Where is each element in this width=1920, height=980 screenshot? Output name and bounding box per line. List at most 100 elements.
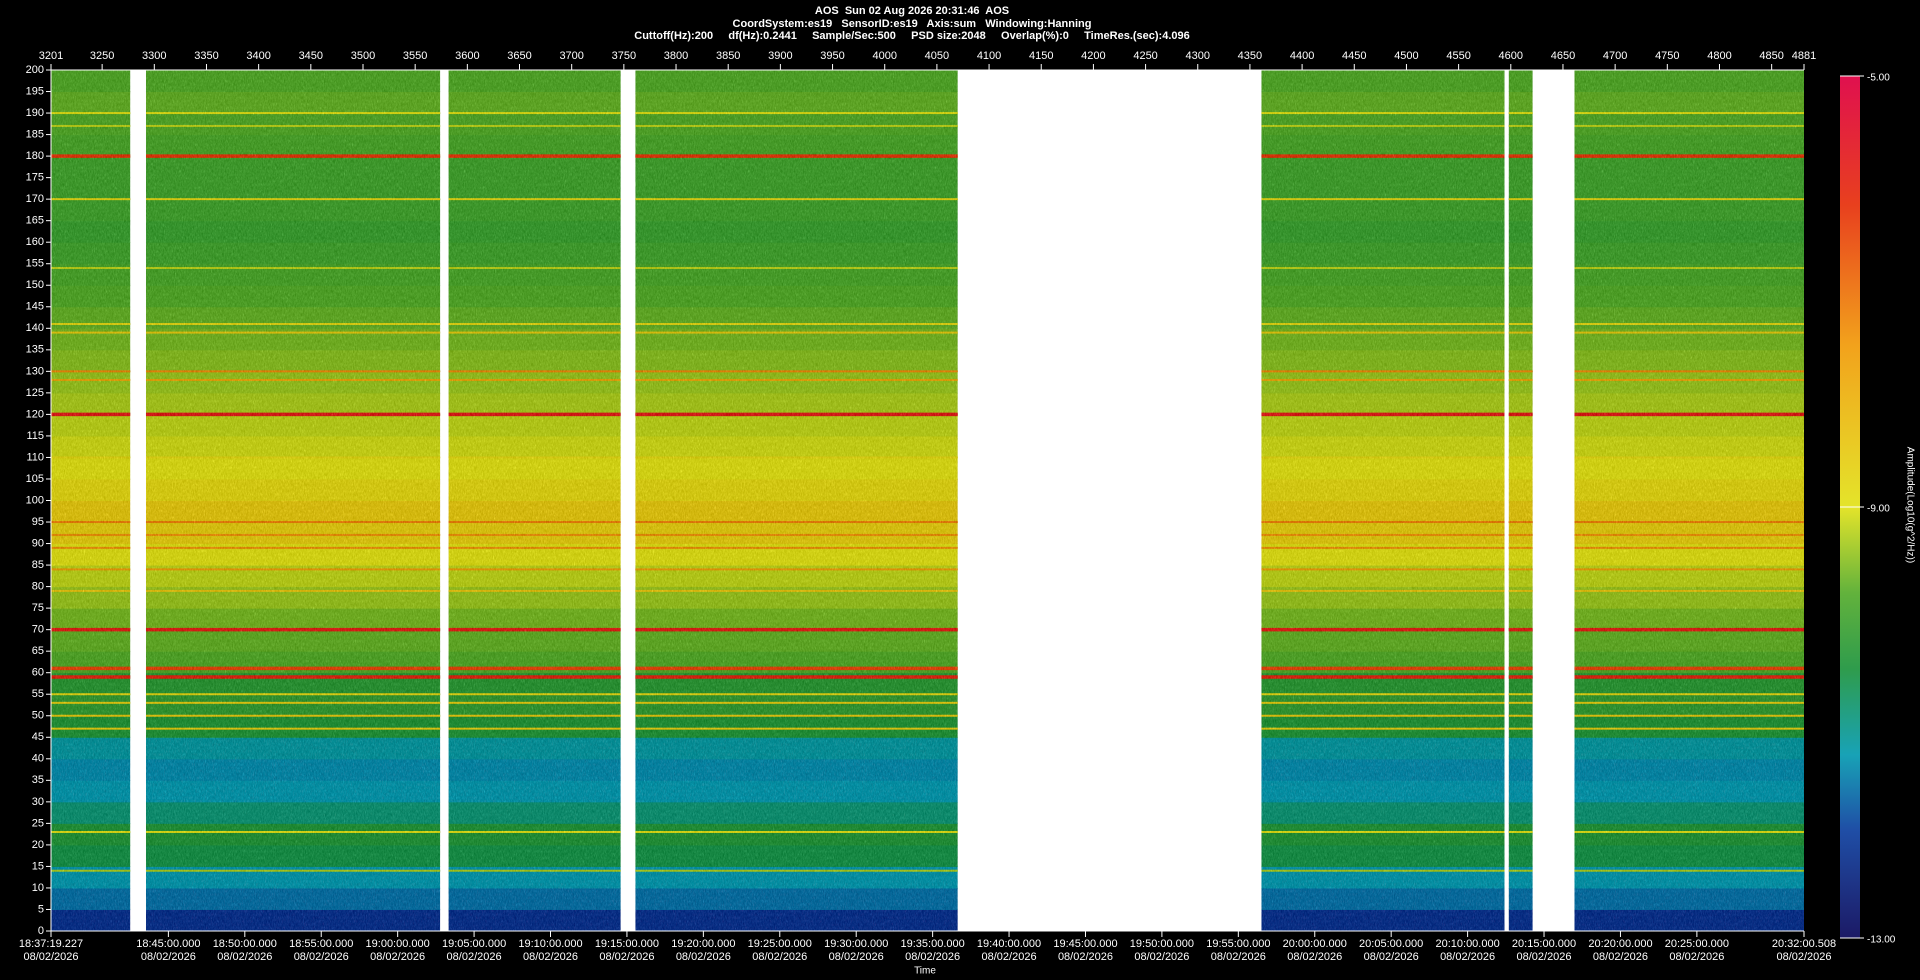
x-tick-label: 4400 — [1290, 50, 1314, 62]
spectral-band — [145, 392, 441, 415]
date-tick-label: 08/02/2026 — [599, 951, 654, 963]
spectral-line — [51, 456, 131, 459]
spectral-line — [1574, 568, 1804, 571]
time-tick-label: 20:00:00.000 — [1283, 938, 1347, 950]
spectral-band — [448, 134, 621, 157]
time-tick-label: 19:20:00.000 — [671, 938, 735, 950]
spectral-band — [448, 586, 621, 609]
spectral-line — [1261, 412, 1505, 417]
spectral-line — [448, 568, 621, 571]
spectral-band — [1508, 844, 1533, 867]
spectral-band — [635, 457, 958, 480]
time-tick-label: 18:55:00.000 — [289, 938, 353, 950]
spectral-band — [1508, 199, 1533, 222]
spectral-band — [1574, 134, 1804, 157]
spectral-band — [145, 844, 441, 867]
spectral-line — [448, 456, 621, 459]
spectral-band — [51, 177, 131, 200]
spectral-band — [1261, 392, 1505, 415]
x-tick-label: 4450 — [1342, 50, 1366, 62]
date-tick-label: 08/02/2026 — [1058, 951, 1113, 963]
spectral-line — [1574, 727, 1804, 730]
y-tick-label: 195 — [26, 85, 44, 97]
spectral-line — [448, 124, 621, 127]
date-tick-label: 08/02/2026 — [1134, 951, 1189, 963]
spectral-band — [1574, 801, 1804, 824]
subtitle: CoordSystem:es19 SensorID:es19 Axis:sum … — [733, 18, 1092, 30]
spectral-band — [51, 844, 131, 867]
x-tick-label: 3450 — [299, 50, 323, 62]
x-tick-label: 4150 — [1029, 50, 1053, 62]
spectral-band — [1508, 177, 1533, 200]
spectral-band — [1574, 543, 1804, 566]
spectral-band — [1508, 737, 1533, 760]
spectral-line — [145, 589, 441, 592]
x-tick-label: 4850 — [1759, 50, 1783, 62]
spectral-band — [1261, 457, 1505, 480]
spectral-band — [145, 134, 441, 157]
spectral-band — [145, 715, 441, 738]
spectral-band — [635, 780, 958, 803]
x-tick-label: 4350 — [1238, 50, 1262, 62]
spectral-band — [51, 134, 131, 157]
spectral-line — [635, 322, 958, 325]
y-tick-label: 155 — [26, 258, 44, 270]
spectral-line — [1261, 830, 1505, 833]
spectral-line — [51, 331, 131, 334]
spectral-line — [1261, 267, 1505, 270]
spectral-line — [51, 412, 131, 417]
y-tick-label: 35 — [32, 774, 44, 786]
spectral-band — [145, 823, 441, 846]
spectral-band — [1508, 91, 1533, 114]
spectral-band — [145, 586, 441, 609]
date-tick-label: 08/02/2026 — [905, 951, 960, 963]
date-tick-label: 08/02/2026 — [1776, 951, 1831, 963]
spectral-line — [448, 331, 621, 334]
spectral-band — [1574, 715, 1804, 738]
spectral-band — [145, 457, 441, 480]
spectral-band — [1261, 306, 1505, 329]
spectral-band — [145, 801, 441, 824]
spectral-band — [1574, 70, 1804, 93]
spectral-line — [448, 666, 621, 671]
spectral-line — [1261, 869, 1505, 872]
spectral-band — [635, 113, 958, 136]
spectral-band — [1508, 392, 1533, 415]
spectral-band — [448, 500, 621, 523]
time-tick-label: 20:10:00.000 — [1435, 938, 1499, 950]
time-tick-label: 19:00:00.000 — [366, 938, 430, 950]
spectral-band — [145, 887, 441, 910]
spectral-line — [635, 701, 958, 704]
spectral-band — [1508, 629, 1533, 652]
spectral-band — [1261, 694, 1505, 717]
time-tick-label: 20:32:00.508 — [1772, 938, 1836, 950]
spectral-band — [635, 263, 958, 286]
spectral-line — [1261, 666, 1505, 671]
spectral-band — [1261, 199, 1505, 222]
spectral-band — [1574, 737, 1804, 760]
spectral-band — [51, 220, 131, 243]
spectral-band — [448, 263, 621, 286]
x-tick-label: 4200 — [1081, 50, 1105, 62]
spectral-band — [635, 435, 958, 458]
spectral-line — [1261, 521, 1505, 524]
spectral-band — [145, 177, 441, 200]
spectral-band — [1261, 349, 1505, 372]
spectral-line — [51, 830, 131, 833]
y-tick-label: 190 — [26, 107, 44, 119]
spectral-band — [448, 91, 621, 114]
x-tick-label: 4300 — [1186, 50, 1210, 62]
y-tick-label: 165 — [26, 215, 44, 227]
spectral-band — [448, 435, 621, 458]
spectral-band — [145, 328, 441, 351]
spectral-band — [448, 823, 621, 846]
spectral-band — [51, 349, 131, 372]
spectral-line — [1508, 568, 1533, 571]
spectral-band — [448, 608, 621, 631]
spectral-line — [635, 378, 958, 381]
spectral-band — [51, 91, 131, 114]
spectral-band — [51, 608, 131, 631]
spectral-band — [1574, 285, 1804, 308]
spectral-band — [51, 478, 131, 501]
spectral-band — [51, 887, 131, 910]
